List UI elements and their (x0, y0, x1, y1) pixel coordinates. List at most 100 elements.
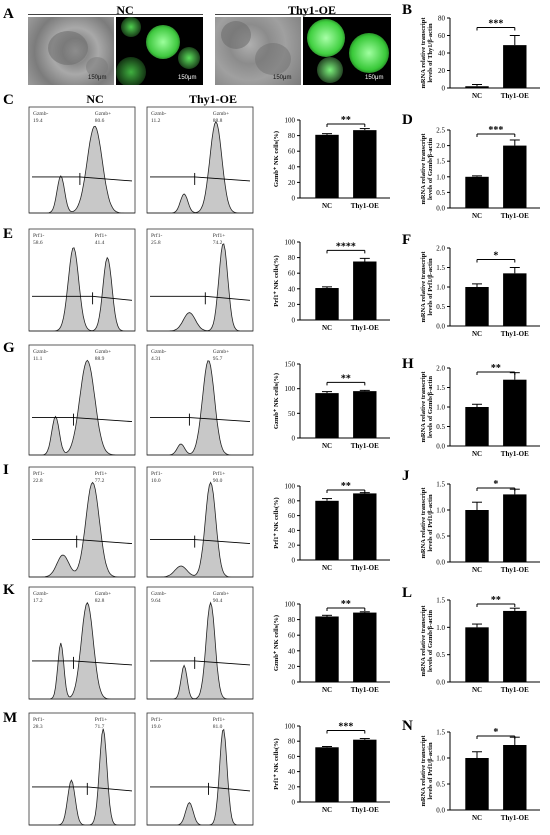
bar-thy1-oe (503, 45, 527, 88)
y-tick-label: 0.5 (436, 781, 445, 789)
x-tick-label: NC (472, 450, 482, 458)
y-axis-label: Prf1⁺ NK cells(%) (273, 497, 280, 548)
gate-neg-value: 9.64 (151, 598, 161, 604)
gate-pos-label: Prf1+ (95, 232, 108, 239)
y-axis-label: mRNA relative transcriptlevels of Prf1/β… (420, 487, 434, 559)
gate-neg-value: 17.2 (33, 598, 43, 604)
gate-pos-value: 88.9 (95, 356, 105, 362)
gate-neg-value: 19.0 (151, 724, 161, 730)
y-tick-label: 1.5 (436, 597, 445, 605)
gate-positive (194, 539, 251, 545)
group-a-oe-title: Thy1-OE (287, 3, 336, 17)
y-axis-label: mRNA relative transcriptlevels of Prf1/β… (420, 735, 434, 807)
x-tick-label: NC (472, 566, 482, 574)
x-tick-label: Thy1-OE (501, 814, 529, 822)
bar-chart-e: 0 20 40 60 80 100 Prf1⁺ NK cells(%) NC Thy1-OE **… (273, 239, 390, 332)
histogram-area (147, 481, 253, 578)
micrograph-nc-brightfield: 150μm (28, 17, 114, 85)
flow-histogram-g-oe: Gzmb-4.31 Gzmb+95.7 (146, 344, 254, 456)
histogram-area (147, 360, 253, 456)
x-tick-label: Thy1-OE (501, 92, 529, 100)
bar-nc (465, 510, 489, 562)
x-tick-label: Thy1-OE (351, 806, 379, 814)
bar-nc (465, 407, 489, 446)
bar-thy1-oe (503, 145, 527, 208)
significance-stars: ** (491, 595, 501, 606)
x-tick-label: NC (472, 814, 482, 822)
gate-positive (189, 417, 251, 423)
y-tick-label: 0 (292, 679, 296, 687)
gate-neg-value: 10.0 (151, 478, 161, 484)
histogram-area (147, 601, 253, 700)
bar-nc (465, 176, 489, 208)
y-tick-label: 80 (288, 254, 296, 262)
gate-pos-value: 81.0 (213, 724, 223, 730)
gate-neg-value: 22.8 (33, 478, 43, 484)
y-tick-label: 60 (288, 148, 296, 156)
y-tick-label: 0.5 (436, 651, 445, 659)
group-a-oe-underline (215, 14, 391, 15)
y-tick-label: 2.0 (436, 245, 445, 253)
significance-stars: * (493, 251, 498, 262)
gate-pos-value: 77.2 (95, 478, 105, 484)
significance-stars: ** (341, 373, 351, 384)
bar-chart-c: 0 20 40 60 80 100 Gzmb⁺ NK cells(%) NC Thy1-OE ** (273, 115, 390, 210)
bar-nc (315, 747, 339, 802)
plot-frame (146, 712, 254, 826)
x-tick-label: Thy1-OE (351, 686, 379, 694)
bar-nc (465, 86, 489, 88)
y-axis-label: Gzmb⁺ NK cells(%) (273, 615, 280, 671)
y-tick-label: 80 (288, 132, 296, 140)
bar-nc (465, 627, 489, 682)
gate-neg-label: Prf1- (151, 470, 162, 477)
bar-thy1-oe (353, 493, 377, 560)
bar-thy1-oe (503, 494, 527, 562)
gate-neg-value: 19.4 (33, 118, 43, 124)
y-tick-label: 80 (288, 616, 296, 624)
histogram-area (147, 728, 253, 826)
y-axis-label: mRNA relative transcriptlevels of Gzmb/β… (420, 133, 434, 205)
micrograph-nc-fluorescence: 150μm (116, 17, 203, 85)
y-tick-label: 0 (292, 799, 296, 807)
gate-positive (194, 660, 251, 666)
x-tick-label: NC (322, 564, 332, 572)
scale-bar-label: 150μm (178, 75, 197, 81)
gate-pos-label: Prf1+ (213, 470, 226, 477)
significance-stars: ** (491, 363, 501, 374)
y-tick-label: 1.5 (436, 481, 445, 489)
y-tick-label: 40 (288, 285, 296, 293)
flow-histogram-c-nc: Gzmb-19.4 Gzmb+80.6 (28, 106, 136, 214)
y-tick-label: 40 (438, 50, 446, 58)
y-tick-label: 40 (288, 647, 296, 655)
y-tick-label: 60 (288, 512, 296, 520)
y-tick-label: 20 (288, 542, 296, 550)
gate-neg-label: Prf1- (33, 716, 44, 723)
bar-thy1-oe (353, 261, 377, 320)
panel-label-n: N (402, 718, 413, 734)
panel-label-a: A (3, 6, 14, 22)
y-tick-label: 100 (285, 385, 296, 393)
bar-thy1-oe (503, 273, 527, 326)
x-tick-label: Thy1-OE (351, 202, 379, 210)
y-axis-label: mRNA relative transcriptlevels of Thy1/β… (420, 17, 434, 89)
gate-pos-label: Gzmb+ (95, 349, 112, 355)
gate-neg-label: Gzmb- (151, 591, 166, 597)
y-tick-label: 2.0 (436, 365, 445, 373)
gate-pos-label: Prf1+ (95, 716, 108, 723)
histogram-area (29, 247, 135, 332)
x-tick-label: NC (322, 686, 332, 694)
gate-pos-value: 71.7 (95, 724, 105, 730)
y-tick-label: 0 (442, 85, 446, 93)
gate-pos-value: 95.7 (213, 356, 223, 362)
gate-neg-value: 25.8 (151, 240, 161, 246)
histogram-area (29, 125, 135, 214)
y-tick-label: 0.5 (436, 423, 445, 431)
gate-positive (92, 295, 133, 301)
gate-positive (194, 176, 251, 182)
gate-pos-label: Gzmb+ (213, 349, 230, 355)
y-tick-label: 20 (288, 783, 296, 791)
plot-frame (146, 106, 254, 214)
significance-stars: *** (488, 125, 503, 136)
histogram-area (147, 121, 253, 214)
